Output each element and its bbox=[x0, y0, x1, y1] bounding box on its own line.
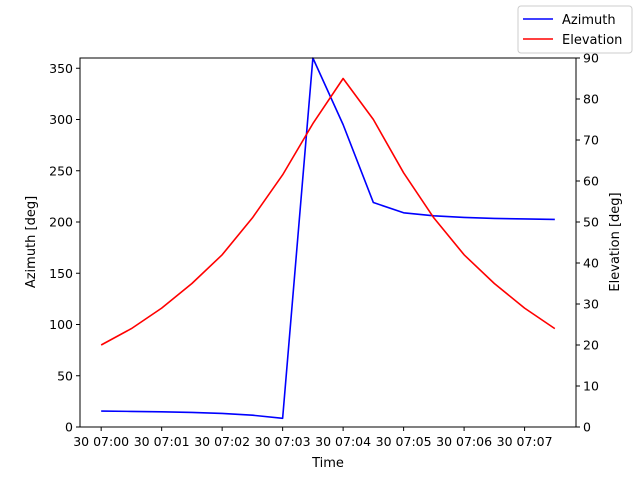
plot-frame bbox=[79, 57, 577, 428]
y-axis-right: 0 10 20 30 40 50 60 70 80 90 bbox=[576, 51, 599, 435]
y-left-tick-label: 0 bbox=[65, 420, 73, 435]
y-right-tick-label: 10 bbox=[583, 379, 599, 394]
y-left-tick-label: 200 bbox=[49, 215, 73, 230]
y-right-tick-label: 90 bbox=[583, 51, 599, 66]
x-tick-label: 30 07:07 bbox=[497, 434, 553, 449]
y-left-tick-label: 150 bbox=[49, 266, 73, 281]
legend-elevation-label: Elevation bbox=[562, 33, 622, 48]
x-tick-label: 30 07:04 bbox=[315, 434, 371, 449]
x-tick-label: 30 07:01 bbox=[134, 434, 190, 449]
y-axis-right-label: Elevation [deg] bbox=[608, 192, 623, 291]
y-left-tick-label: 100 bbox=[49, 317, 73, 332]
y-right-tick-label: 60 bbox=[583, 174, 599, 189]
x-tick-label: 30 07:02 bbox=[194, 434, 250, 449]
y-axis-left-label: Azimuth [deg] bbox=[24, 196, 39, 288]
y-right-tick-label: 40 bbox=[583, 256, 599, 271]
x-tick-label: 30 07:00 bbox=[73, 434, 129, 449]
plot-lines bbox=[100, 57, 556, 420]
legend: Azimuth Elevation bbox=[517, 5, 633, 54]
x-tick-label: 30 07:03 bbox=[255, 434, 311, 449]
y-left-tick-label: 300 bbox=[49, 112, 73, 127]
legend-box bbox=[517, 5, 633, 54]
y-right-tick-label: 80 bbox=[583, 92, 599, 107]
y-right-tick-label: 50 bbox=[583, 215, 599, 230]
legend-azimuth-label: Azimuth bbox=[562, 13, 616, 28]
y-left-tick-label: 350 bbox=[49, 61, 73, 76]
y-left-tick-label: 250 bbox=[49, 163, 73, 178]
x-tick-label: 30 07:06 bbox=[436, 434, 492, 449]
x-axis: 30 07:00 30 07:01 30 07:02 30 07:03 30 07:04… bbox=[73, 427, 553, 449]
y-right-tick-label: 20 bbox=[583, 338, 599, 353]
y-axis-left: 0 50 100 150 200 250 300 350 bbox=[49, 61, 80, 435]
x-axis-label: Time bbox=[311, 456, 344, 471]
y-right-tick-label: 30 bbox=[583, 297, 599, 312]
x-tick-label: 30 07:05 bbox=[376, 434, 432, 449]
series-azimuth-line bbox=[101, 57, 555, 420]
y-left-tick-label: 50 bbox=[57, 368, 73, 383]
y-right-tick-label: 0 bbox=[583, 420, 591, 435]
series-elevation-line bbox=[100, 77, 556, 346]
y-right-tick-label: 70 bbox=[583, 133, 599, 148]
